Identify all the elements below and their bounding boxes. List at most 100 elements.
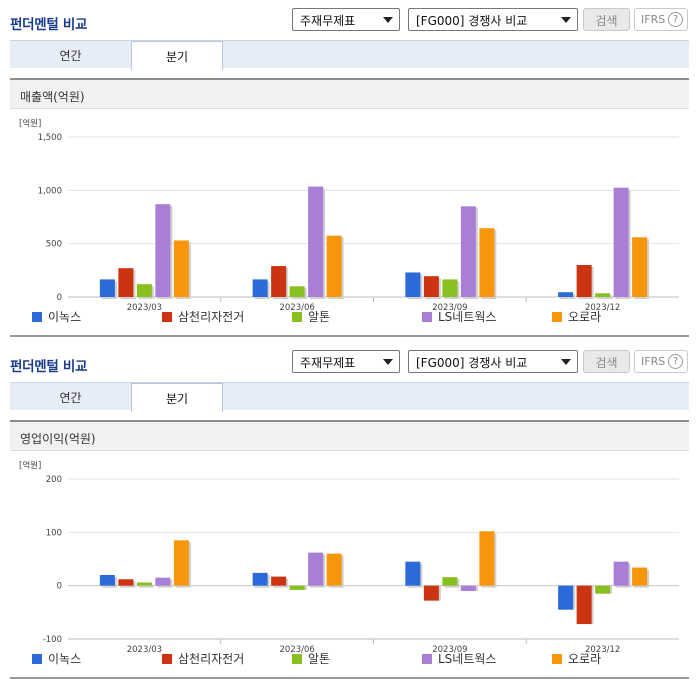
search-button[interactable]: 검색 <box>583 8 630 31</box>
x-tick-label: 2023/12 <box>585 645 620 655</box>
operating-profit-bar-chart: [억원] -100 0 100 200 2023/03 2023/06 2023/09 2023… <box>19 460 679 666</box>
ifrs-label: IFRS <box>641 355 666 368</box>
bar <box>99 279 115 297</box>
bar <box>271 576 287 586</box>
legend-label: 알톤 <box>308 310 330 324</box>
bar <box>423 276 439 297</box>
y-tick-label: 1,500 <box>38 133 62 143</box>
bar <box>326 235 342 297</box>
y-unit-label: [억원] <box>19 118 41 129</box>
y-tick-label: 200 <box>46 475 62 485</box>
legend-label: 이녹스 <box>48 310 81 324</box>
tab-annual[interactable]: 연간 <box>59 49 82 63</box>
legend-label: 알톤 <box>308 652 330 666</box>
bar <box>155 204 171 297</box>
bar <box>479 228 495 297</box>
legend-swatch <box>162 312 172 322</box>
legend-label: LS네트웍스 <box>438 652 496 666</box>
ifrs-button[interactable]: IFRS ? <box>634 350 688 373</box>
bar <box>289 286 305 297</box>
legend-label: 오로라 <box>568 310 601 324</box>
y-tick-label: -100 <box>43 635 62 645</box>
compare-select[interactable]: [FG000] 경쟁사 비교 <box>408 8 578 31</box>
legend-label: 이녹스 <box>48 652 81 666</box>
bar <box>173 240 189 297</box>
legend-swatch <box>422 654 432 664</box>
bar <box>252 572 268 586</box>
bar <box>118 579 134 586</box>
legend-swatch <box>32 654 42 664</box>
tab-quarter[interactable]: 분기 <box>131 383 223 412</box>
help-icon[interactable]: ? <box>668 354 683 369</box>
bar <box>479 531 495 586</box>
bar <box>308 186 324 297</box>
legend-swatch <box>292 654 302 664</box>
statement-select[interactable]: 주재무제표 <box>292 8 400 31</box>
chevron-down-icon <box>383 17 393 23</box>
fundamental-panel-revenue: 펀더멘털 비교 주재무제표 [FG000] 경쟁사 비교 검색 IFRS ? 연… <box>0 0 696 337</box>
bar-shadow <box>138 584 154 588</box>
chevron-down-icon <box>383 359 393 365</box>
bar <box>252 279 268 297</box>
bar <box>136 582 152 586</box>
bar <box>576 265 592 297</box>
help-icon[interactable]: ? <box>668 12 683 27</box>
x-tick-label: 2023/12 <box>585 303 620 313</box>
tab-quarter[interactable]: 분기 <box>131 41 223 70</box>
chart-title: 영업이익(억원) <box>20 432 96 446</box>
search-button[interactable]: 검색 <box>583 350 630 373</box>
statement-select[interactable]: 주재무제표 <box>292 350 400 373</box>
tab-annual[interactable]: 연간 <box>59 391 82 405</box>
bar <box>308 552 324 586</box>
chart-title-bar: 영업이익(억원) <box>10 420 689 451</box>
chevron-down-icon <box>561 359 571 365</box>
section-divider <box>10 677 689 679</box>
panel-header: 펀더멘털 비교 주재무제표 [FG000] 경쟁사 비교 검색 IFRS ? <box>0 0 696 40</box>
page-title: 펀더멘털 비교 <box>10 359 88 375</box>
bar <box>99 575 115 586</box>
compare-select-value: [FG000] 경쟁사 비교 <box>416 14 528 28</box>
ifrs-button[interactable]: IFRS ? <box>634 8 688 31</box>
bar <box>289 585 305 590</box>
statement-select-value: 주재무제표 <box>300 14 356 28</box>
bar <box>118 268 134 297</box>
bar <box>558 585 574 610</box>
y-tick-label: 0 <box>57 582 62 592</box>
legend-label: 삼천리자전거 <box>178 309 244 324</box>
legend-swatch <box>32 312 42 322</box>
bar <box>136 284 152 297</box>
bar <box>405 561 421 586</box>
legend-swatch <box>552 654 562 664</box>
bar <box>632 567 648 586</box>
compare-select[interactable]: [FG000] 경쟁사 비교 <box>408 350 578 373</box>
revenue-bar-chart: [억원] 0 500 1,000 1,500 2023/03 2023/06 2023/09 2… <box>19 118 679 324</box>
legend-swatch <box>162 654 172 664</box>
y-tick-label: 1,000 <box>38 186 62 196</box>
bar <box>460 585 476 591</box>
legend-label: LS네트웍스 <box>438 310 496 324</box>
legend-label: 오로라 <box>568 652 601 666</box>
bar <box>155 577 171 586</box>
bar <box>442 279 458 297</box>
bar <box>423 585 439 601</box>
chart-title-bar: 매출액(억원) <box>10 78 689 109</box>
bar <box>271 266 287 297</box>
bar-shadow <box>597 295 613 299</box>
x-tick-label: 2023/06 <box>279 303 314 313</box>
panel-header: 펀더멘털 비교 주재무제표 [FG000] 경쟁사 비교 검색 IFRS ? <box>0 342 696 382</box>
x-tick-label: 2023/03 <box>127 645 162 655</box>
legend-swatch <box>422 312 432 322</box>
bar <box>595 585 611 594</box>
legend-swatch <box>552 312 562 322</box>
bar <box>595 293 611 297</box>
y-unit-label: [억원] <box>19 460 41 471</box>
section-divider <box>10 335 689 337</box>
bar <box>326 553 342 586</box>
y-tick-label: 0 <box>57 293 62 303</box>
bar <box>632 237 648 297</box>
statement-select-value: 주재무제표 <box>300 356 356 370</box>
ifrs-label: IFRS <box>641 13 666 26</box>
chevron-down-icon <box>561 17 571 23</box>
y-tick-label: 100 <box>46 528 62 538</box>
y-tick-label: 500 <box>46 240 62 250</box>
